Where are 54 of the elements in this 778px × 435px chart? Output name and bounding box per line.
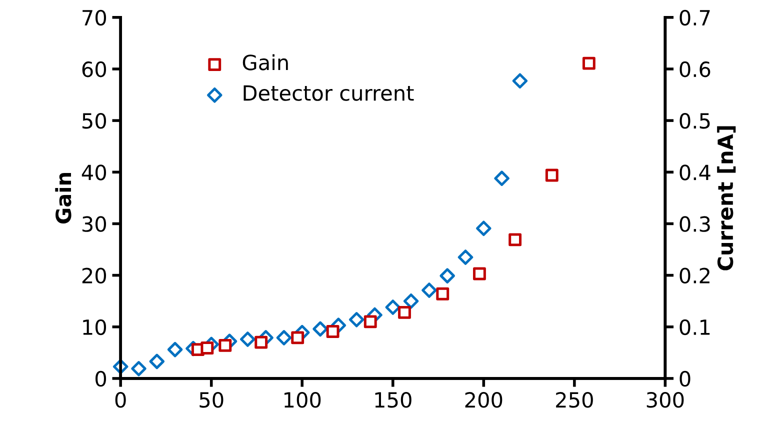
- point: [385, 300, 401, 315]
- y2-tick-label: 0.4: [680, 164, 710, 180]
- point: [458, 250, 474, 265]
- point: [348, 312, 364, 328]
- point: [149, 354, 165, 370]
- point: [218, 338, 232, 352]
- x-tick-label: 150: [375, 392, 412, 408]
- x-tick-label: 100: [284, 392, 321, 408]
- point: [473, 267, 486, 280]
- point: [276, 330, 292, 346]
- y-tick-label: 30: [82, 216, 106, 232]
- legend-label: Gain: [242, 54, 288, 70]
- y2-tick-label: 0.1: [680, 319, 710, 336]
- point: [312, 321, 328, 337]
- y2-axis-title: Current [nA]: [717, 126, 736, 270]
- y-tick-label: 70: [82, 10, 106, 26]
- y-axis-title: Gain: [55, 172, 72, 224]
- point: [200, 342, 214, 354]
- point: [494, 170, 510, 186]
- y-tick-label: 20: [82, 268, 106, 284]
- legend-label: Detector current: [244, 85, 414, 101]
- point: [254, 336, 268, 349]
- y2-tick-label: 0.2: [680, 268, 710, 284]
- point: [422, 282, 437, 298]
- point: [167, 342, 183, 358]
- point: [582, 56, 596, 70]
- point: [131, 361, 146, 376]
- x-tick-label: 300: [646, 392, 684, 408]
- point: [291, 331, 304, 344]
- x-tick-label: 200: [465, 392, 502, 408]
- point: [508, 233, 522, 246]
- point: [440, 268, 455, 284]
- x-tick-label: 0: [115, 392, 126, 408]
- point: [436, 287, 450, 300]
- y2-tick-label: 0.5: [680, 113, 710, 129]
- y-tick-label: 40: [82, 164, 106, 180]
- point: [364, 315, 377, 328]
- point: [512, 73, 528, 88]
- y-tick-label: 10: [83, 319, 106, 336]
- point: [326, 325, 340, 338]
- y-tick-label: 0: [96, 370, 106, 387]
- x-tick-label: 250: [556, 392, 593, 408]
- y2-tick-label: 0.3: [680, 216, 710, 232]
- y-tick-label: 60: [82, 61, 106, 78]
- point: [476, 220, 492, 236]
- x-tick-label: 50: [200, 392, 224, 408]
- y-tick-label: 50: [82, 113, 106, 129]
- y2-tick-label: 0.6: [680, 61, 710, 78]
- y2-tick-label: 0.7: [680, 10, 710, 26]
- point: [545, 168, 558, 182]
- point: [398, 306, 411, 319]
- point: [403, 293, 419, 309]
- point: [240, 332, 256, 347]
- y2-tick-label: 0: [680, 370, 690, 387]
